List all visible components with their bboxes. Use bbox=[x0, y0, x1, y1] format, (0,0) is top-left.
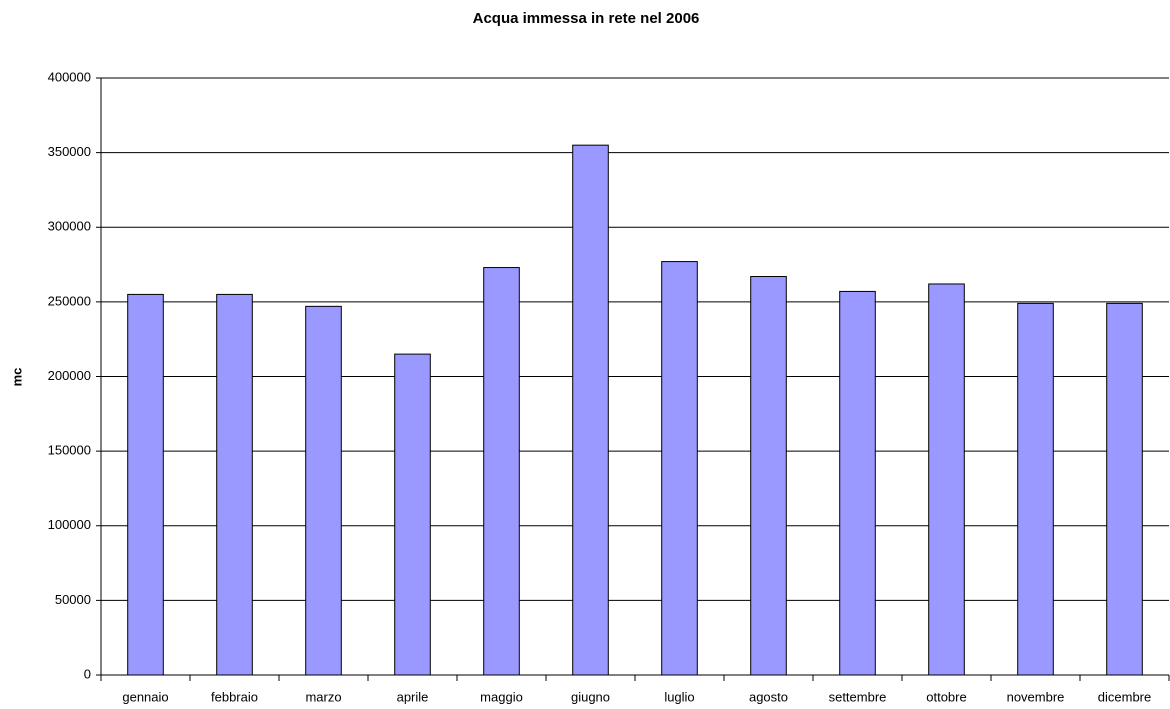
y-tick-label: 200000 bbox=[48, 368, 91, 383]
y-tick-label: 400000 bbox=[48, 69, 91, 84]
x-tick-label: marzo bbox=[305, 689, 341, 704]
y-tick-label: 350000 bbox=[48, 144, 91, 159]
bar bbox=[483, 267, 520, 676]
x-tick-label: novembre bbox=[1007, 689, 1065, 704]
x-tick-label: gennaio bbox=[122, 689, 168, 704]
x-tick-label: settembre bbox=[829, 689, 887, 704]
y-axis-label: mc bbox=[9, 368, 24, 387]
bar bbox=[661, 261, 698, 676]
y-tick-label: 100000 bbox=[48, 517, 91, 532]
bar bbox=[394, 353, 431, 676]
y-tick-label: 300000 bbox=[48, 219, 91, 234]
bar bbox=[1017, 302, 1054, 676]
bar bbox=[750, 276, 787, 676]
x-tick-label: aprile bbox=[397, 689, 429, 704]
y-tick-label: 50000 bbox=[55, 592, 91, 607]
bar bbox=[928, 283, 965, 676]
chart-title: Acqua immessa in rete nel 2006 bbox=[473, 10, 700, 27]
x-tick-label: agosto bbox=[749, 689, 788, 704]
bar bbox=[305, 305, 342, 676]
bar bbox=[572, 144, 609, 676]
x-tick-label: febbraio bbox=[211, 689, 258, 704]
y-tick-label: 150000 bbox=[48, 443, 91, 458]
x-tick-label: luglio bbox=[664, 689, 694, 704]
x-tick-label: ottobre bbox=[926, 689, 966, 704]
x-tick-label: maggio bbox=[480, 689, 523, 704]
bar bbox=[839, 290, 876, 676]
bar bbox=[1106, 302, 1143, 676]
bar bbox=[216, 293, 253, 676]
y-tick-label: 0 bbox=[84, 666, 91, 681]
x-tick-label: dicembre bbox=[1098, 689, 1151, 704]
bar bbox=[127, 293, 164, 676]
y-tick-label: 250000 bbox=[48, 293, 91, 308]
x-tick-label: giugno bbox=[571, 689, 610, 704]
